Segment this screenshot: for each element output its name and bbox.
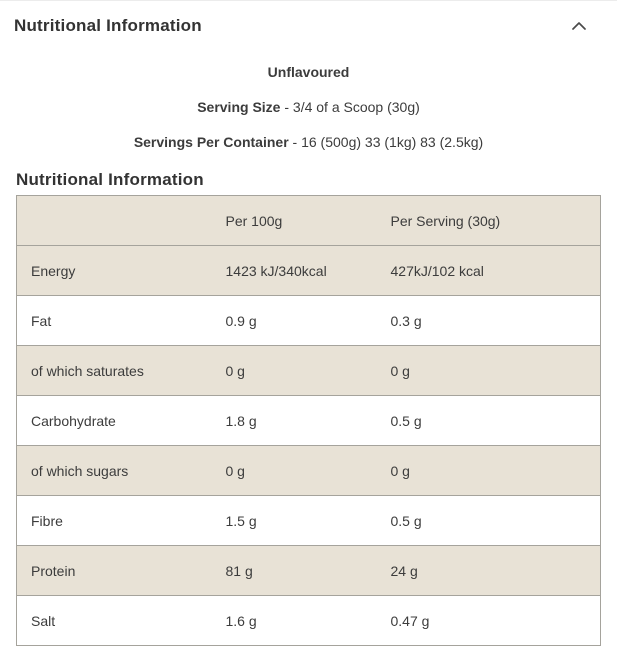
per-100g-value: 1.5 g <box>211 495 377 546</box>
flavour-name: Unflavoured <box>267 64 350 80</box>
accordion-header[interactable]: Nutritional Information <box>0 1 617 44</box>
table-row: Fat 0.9 g 0.3 g <box>16 295 601 346</box>
nutrient-label: of which sugars <box>16 445 212 496</box>
nutrition-table: Per 100g Per Serving (30g) Energy 1423 k… <box>16 195 601 646</box>
table-row: Fibre 1.5 g 0.5 g <box>16 495 601 546</box>
nutrient-label: Energy <box>16 245 212 296</box>
nutrient-label: Fibre <box>16 495 212 546</box>
table-row: of which saturates 0 g 0 g <box>16 345 601 396</box>
column-header-per-100g: Per 100g <box>211 195 377 246</box>
table-heading: Nutritional Information <box>16 170 204 189</box>
column-header-per-serving: Per Serving (30g) <box>376 195 601 246</box>
per-serving-value: 0.3 g <box>376 295 601 346</box>
servings-per-container-label: Servings Per Container <box>133 134 289 150</box>
per-100g-value: 81 g <box>211 545 377 596</box>
table-row: Energy 1423 kJ/340kcal 427kJ/102 kcal <box>16 245 601 296</box>
servings-per-container-value: - 16 (500g) 33 (1kg) 83 (2.5kg) <box>288 134 484 150</box>
section-title: Nutritional Information <box>14 16 202 35</box>
table-row: Protein 81 g 24 g <box>16 545 601 596</box>
per-serving-value: 0 g <box>376 345 601 396</box>
per-100g-value: 1423 kJ/340kcal <box>211 245 377 296</box>
per-100g-value: 0 g <box>211 345 377 396</box>
per-serving-value: 0 g <box>376 445 601 496</box>
serving-size-line: Serving Size - 3/4 of a Scoop (30g) <box>0 100 617 115</box>
serving-size-label: Serving Size <box>197 99 281 115</box>
table-header-row: Per 100g Per Serving (30g) <box>16 195 601 246</box>
per-100g-value: 1.6 g <box>211 595 377 646</box>
per-100g-value: 1.8 g <box>211 395 377 446</box>
serving-size-value: - 3/4 of a Scoop (30g) <box>280 99 420 115</box>
per-serving-value: 427kJ/102 kcal <box>376 245 601 296</box>
nutrient-label: of which saturates <box>16 345 212 396</box>
nutrient-label: Salt <box>16 595 212 646</box>
per-100g-value: 0 g <box>211 445 377 496</box>
nutrient-label: Fat <box>16 295 212 346</box>
per-serving-value: 0.5 g <box>376 395 601 446</box>
per-serving-value: 24 g <box>376 545 601 596</box>
table-row: Carbohydrate 1.8 g 0.5 g <box>16 395 601 446</box>
nutrient-label: Protein <box>16 545 212 596</box>
chevron-up-icon[interactable] <box>571 20 587 32</box>
column-header-empty <box>16 195 212 246</box>
servings-per-container-line: Servings Per Container - 16 (500g) 33 (1… <box>0 135 617 150</box>
per-serving-value: 0.47 g <box>376 595 601 646</box>
per-serving-value: 0.5 g <box>376 495 601 546</box>
intro-block: Unflavoured Serving Size - 3/4 of a Scoo… <box>0 44 617 150</box>
table-row: Salt 1.6 g 0.47 g <box>16 595 601 646</box>
table-row: of which sugars 0 g 0 g <box>16 445 601 496</box>
per-100g-value: 0.9 g <box>211 295 377 346</box>
nutrient-label: Carbohydrate <box>16 395 212 446</box>
